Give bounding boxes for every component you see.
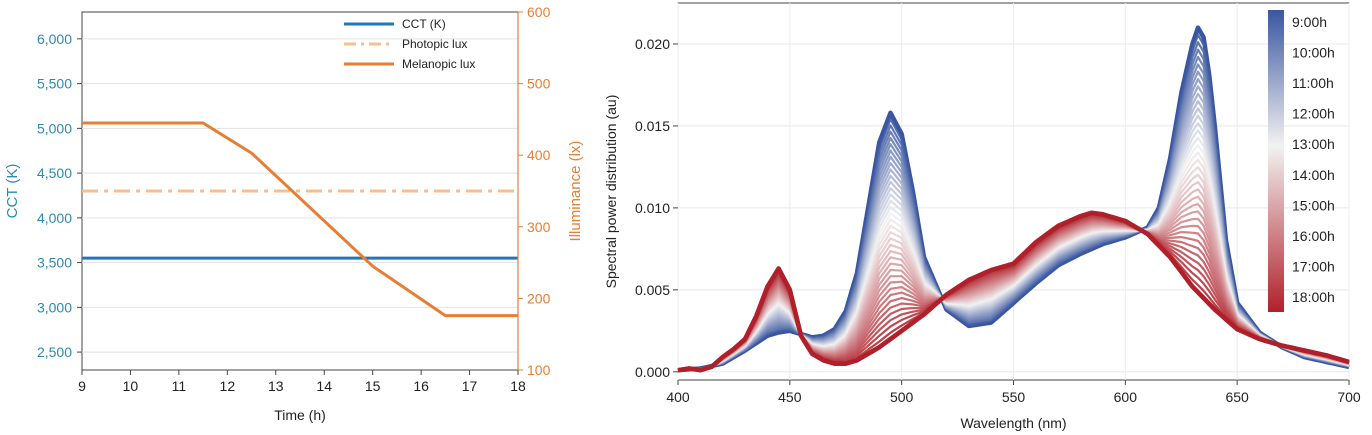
left-x-tick-label: 10 <box>123 378 139 394</box>
legend-entry: Photopic lux <box>402 37 467 51</box>
left-y-tick-label-cct: 5,500 <box>37 76 72 92</box>
left-x-ticks: 9 10 11 12 13 14 15 16 17 18 <box>78 370 526 394</box>
left-y-tick-label-cct: 3,500 <box>37 255 72 271</box>
left-x-axis-label: Time (h) <box>274 407 326 423</box>
left-x-tick-label: 15 <box>365 378 381 394</box>
colorbar-gradient <box>1268 10 1284 312</box>
right-y-tick-label: 0.015 <box>635 118 670 134</box>
left-grid <box>82 38 518 353</box>
right-grid <box>677 3 1350 380</box>
left-x-tick-label: 16 <box>413 378 429 394</box>
spectrum-line-18h-top <box>677 210 1350 373</box>
left-y-axis-label-illuminance: Illuminance (lx) <box>567 141 584 242</box>
colorbar-label: 16:00h <box>1292 228 1335 244</box>
left-y-tick-label-illuminance: 600 <box>527 4 551 20</box>
colorbar-label: 15:00h <box>1292 197 1335 213</box>
right-x-tick-label: 700 <box>1337 389 1361 405</box>
left-y-tick-label-illuminance: 500 <box>527 76 551 92</box>
legend-entry: Melanopic lux <box>402 57 475 71</box>
right-chart: 400 450 500 550 600 650 700 0.0000.0050.0100.0… <box>603 2 1361 431</box>
colorbar-label: 18:00h <box>1292 289 1335 305</box>
left-series <box>82 121 518 318</box>
left-y-ticks-illuminance: 100 200 300 400 500 600 <box>517 4 551 378</box>
left-x-tick-label: 18 <box>510 378 526 394</box>
right-x-tick-label: 600 <box>1114 389 1138 405</box>
right-x-tick-label: 500 <box>890 389 914 405</box>
right-x-tick-label: 400 <box>666 389 690 405</box>
left-x-tick-label: 13 <box>268 378 284 394</box>
right-x-tick-label: 450 <box>778 389 802 405</box>
colorbar-label: 14:00h <box>1292 167 1335 183</box>
right-y-tick-label: 0.000 <box>635 364 670 380</box>
colorbar-labels: 9:00h 10:00h 11:00h 12:00h 13:00h 14:00h 15:00… <box>1292 14 1335 305</box>
right-y-axis-label: Spectral power distribution (au) <box>603 95 619 289</box>
left-y-ticks-cct: 2,500 3,000 3,500 4,000 4,500 5,000 5,500 6,000 <box>37 31 82 360</box>
left-x-tick-label: 9 <box>78 378 86 394</box>
colorbar-label: 12:00h <box>1292 106 1335 122</box>
left-y-tick-label-cct: 4,000 <box>37 210 72 226</box>
right-x-axis-label: Wavelength (nm) <box>960 415 1066 431</box>
left-x-tick-label: 12 <box>220 378 236 394</box>
left-x-tick-label: 11 <box>172 378 187 394</box>
right-y-ticks: 0.000 0.005 0.010 0.015 0.020 <box>635 36 678 380</box>
left-y-tick-label-cct: 4,500 <box>37 165 72 181</box>
legend-entry: CCT (K) <box>402 17 446 31</box>
left-y-tick-label-illuminance: 300 <box>527 219 551 235</box>
right-x-tick-label: 650 <box>1225 389 1249 405</box>
series-line-melanopic-lux <box>82 121 518 318</box>
colorbar-label: 13:00h <box>1292 136 1335 152</box>
left-y-axis-label-cct: CCT (K) <box>4 164 21 219</box>
right-x-ticks: 400 450 500 550 600 650 700 <box>666 380 1361 405</box>
left-y-tick-label-illuminance: 100 <box>527 362 551 378</box>
left-y-tick-label-illuminance: 400 <box>527 147 551 163</box>
left-y-tick-label-cct: 5,000 <box>37 120 72 136</box>
colorbar-label: 9:00h <box>1292 14 1327 30</box>
left-x-tick-label: 14 <box>316 378 332 394</box>
left-chart: 9 10 11 12 13 14 15 16 17 18 2,500 3,000 3,500 4,000… <box>4 4 584 423</box>
colorbar-label: 17:00h <box>1292 258 1335 274</box>
left-y-tick-label-cct: 2,500 <box>37 344 72 360</box>
left-y-tick-label-cct: 6,000 <box>37 31 72 47</box>
right-y-tick-label: 0.020 <box>635 36 670 52</box>
left-y-tick-label-cct: 3,000 <box>37 299 72 315</box>
colorbar-label: 10:00h <box>1292 45 1335 61</box>
left-y-tick-label-illuminance: 200 <box>527 290 551 306</box>
right-y-tick-label: 0.010 <box>635 200 670 216</box>
right-series <box>677 25 1350 373</box>
left-x-tick-label: 17 <box>462 378 478 394</box>
left-legend: CCT (K) Photopic lux Melanopic lux <box>344 17 475 71</box>
colorbar-label: 11:00h <box>1292 75 1334 91</box>
right-x-tick-label: 550 <box>1002 389 1026 405</box>
colorbar: 9:00h 10:00h 11:00h 12:00h 13:00h 14:00h 15:00… <box>1268 10 1335 312</box>
right-y-tick-label: 0.005 <box>635 282 670 298</box>
